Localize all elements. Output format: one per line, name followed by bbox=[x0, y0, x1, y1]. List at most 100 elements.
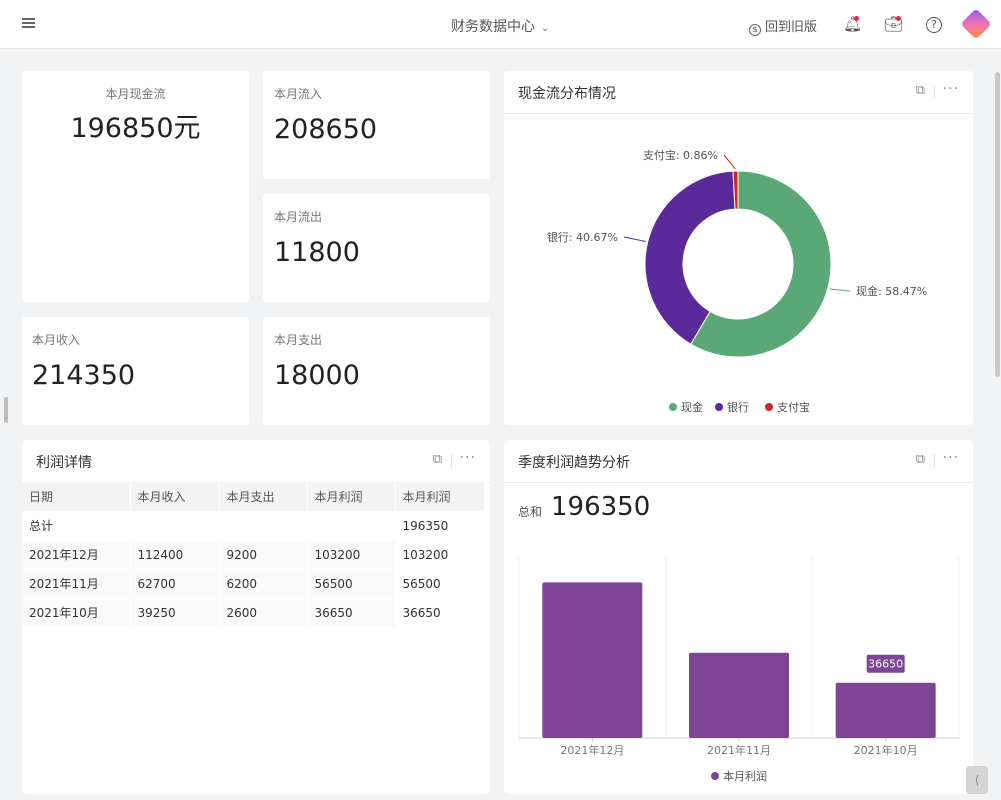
legend-label: 现金 bbox=[681, 400, 703, 414]
bar bbox=[542, 582, 643, 738]
app-title-dropdown[interactable]: 财务数据中心 ⌄ bbox=[451, 16, 549, 36]
divider bbox=[451, 454, 452, 468]
x-tick-label: 2021年11月 bbox=[707, 743, 771, 757]
cashflow-card: 本月现金流 196850元 bbox=[22, 71, 249, 302]
bar bbox=[835, 682, 936, 738]
cell: 62700 bbox=[130, 569, 220, 599]
card-title: 现金流分布情况 bbox=[518, 86, 616, 102]
top-bar: 财务数据中心 ⌄ $ 回到旧版 🔔︎ 💼︎ ? bbox=[0, 0, 1001, 49]
profit-table-card: 利润详情 ⧉ ··· 日期 本月收入 本月支出 本月利润 本月利润 总计 196… bbox=[22, 440, 490, 794]
cell: 2021年11月 bbox=[22, 569, 131, 599]
back-to-old-version-button[interactable]: $ 回到旧版 bbox=[749, 16, 817, 36]
donut-chart: 现金: 58.47% 现金 银行: 40.67% 银行 支付宝: 0.86% 支付宝 bbox=[547, 148, 927, 414]
x-tick-label: 2021年10月 bbox=[854, 743, 918, 757]
expense-label: 本月支出 bbox=[274, 333, 323, 347]
card-header: 利润详情 ⧉ ··· bbox=[22, 440, 490, 483]
outflow-label: 本月流出 bbox=[274, 210, 323, 224]
label-leader-line bbox=[623, 236, 646, 242]
total-value: 196350 bbox=[395, 511, 485, 541]
cell: 2021年10月 bbox=[22, 598, 131, 628]
legend-marker bbox=[669, 403, 677, 411]
cell: 36650 bbox=[395, 598, 485, 628]
cell: 39250 bbox=[130, 598, 220, 628]
income-value: 214350 bbox=[32, 360, 136, 391]
column-header[interactable]: 本月支出 bbox=[219, 482, 308, 512]
expense-value: 18000 bbox=[274, 360, 360, 391]
help-icon[interactable]: ? bbox=[926, 17, 942, 33]
x-tick-label: 2021年12月 bbox=[560, 743, 624, 757]
outflow-value: 11800 bbox=[274, 237, 360, 268]
inflow-value: 208650 bbox=[274, 114, 378, 145]
label-leader-line bbox=[723, 154, 736, 170]
slice-label: 支付宝: 0.86% bbox=[643, 148, 718, 162]
bar-chart: 2021年12月 2021年11月 2021年10月 36650 本月利润 bbox=[518, 557, 960, 783]
legend-marker bbox=[765, 403, 773, 411]
pie-slice bbox=[732, 170, 739, 210]
expand-icon[interactable]: ⧉ bbox=[915, 83, 925, 98]
tooltip-box bbox=[866, 654, 905, 673]
chevron-down-icon: ⌄ bbox=[541, 23, 550, 34]
expand-icon[interactable]: ⧉ bbox=[915, 452, 925, 467]
cell: 103200 bbox=[395, 540, 485, 570]
legend-label: 支付宝 bbox=[777, 400, 810, 414]
pie-slice bbox=[690, 170, 832, 358]
cashflow-label: 本月现金流 bbox=[105, 87, 166, 101]
column-header[interactable]: 本月收入 bbox=[130, 482, 220, 512]
slice-label: 银行: 40.67% bbox=[547, 230, 618, 244]
cell: 56500 bbox=[395, 569, 485, 599]
tooltip-value: 36650 bbox=[868, 658, 903, 671]
legend-label: 本月利润 bbox=[723, 769, 767, 783]
cell: 103200 bbox=[307, 540, 396, 570]
app-title: 财务数据中心 bbox=[451, 19, 535, 35]
app-logo[interactable] bbox=[960, 8, 992, 40]
table-row: 2021年12月 112400 9200 103200 103200 bbox=[22, 540, 485, 570]
menu-icon[interactable] bbox=[22, 18, 35, 28]
table-row: 2021年10月 39250 2600 36650 36650 bbox=[22, 598, 485, 628]
notification-dot bbox=[896, 16, 901, 21]
back-label: 回到旧版 bbox=[765, 20, 818, 35]
column-header[interactable]: 本月利润 bbox=[395, 482, 485, 512]
expense-card: 本月支出 18000 bbox=[263, 317, 490, 425]
divider bbox=[934, 454, 935, 468]
table-row-total: 总计 196350 bbox=[22, 511, 485, 541]
cell: 9200 bbox=[219, 540, 308, 570]
cell: 112400 bbox=[130, 540, 220, 570]
legend-marker bbox=[715, 403, 723, 411]
inflow-card: 本月流入 208650 bbox=[263, 71, 490, 179]
expand-icon[interactable]: ⧉ bbox=[432, 452, 442, 467]
label-leader-line bbox=[829, 288, 851, 292]
column-header[interactable]: 日期 bbox=[22, 482, 131, 512]
scrollbar[interactable] bbox=[995, 72, 1000, 377]
dollar-circle-icon: $ bbox=[749, 24, 761, 36]
table-header-row: 日期 本月收入 本月支出 本月利润 本月利润 bbox=[22, 482, 485, 512]
collapse-panel-button[interactable]: ⟨ bbox=[966, 766, 988, 794]
cell: 36650 bbox=[307, 598, 396, 628]
card-title: 利润详情 bbox=[36, 455, 92, 471]
income-card: 本月收入 214350 bbox=[22, 317, 249, 425]
pie-card: 现金流分布情况 ⧉ ··· 现金: 58.47% 现金 银行: 40.67% 银行 支付… bbox=[504, 71, 973, 425]
inflow-label: 本月流入 bbox=[274, 87, 323, 101]
left-scroll-handle[interactable] bbox=[4, 397, 8, 423]
bell-icon[interactable]: 🔔︎ bbox=[843, 15, 863, 33]
legend-marker bbox=[711, 772, 719, 780]
column-header[interactable]: 本月利润 bbox=[307, 482, 396, 512]
card-title: 季度利润趋势分析 bbox=[518, 455, 630, 471]
cell: 56500 bbox=[307, 569, 396, 599]
cell: 2600 bbox=[219, 598, 308, 628]
total-label: 总计 bbox=[22, 511, 396, 541]
profit-table: 日期 本月收入 本月支出 本月利润 本月利润 总计 196350 2021年12… bbox=[22, 482, 485, 628]
sum-value: 196350 bbox=[551, 492, 651, 522]
outflow-card: 本月流出 11800 bbox=[263, 194, 490, 302]
bar-card: 季度利润趋势分析 ⧉ ··· 总和 196350 2021年12月 2021年11… bbox=[504, 440, 973, 794]
card-header: 现金流分布情况 ⧉ ··· bbox=[504, 71, 973, 114]
notification-dot bbox=[854, 16, 859, 21]
more-icon[interactable]: ··· bbox=[942, 450, 959, 466]
more-icon[interactable]: ··· bbox=[942, 81, 959, 97]
income-label: 本月收入 bbox=[32, 333, 81, 347]
pie-slice bbox=[644, 170, 736, 345]
table-row: 2021年11月 62700 6200 56500 56500 bbox=[22, 569, 485, 599]
cell: 6200 bbox=[219, 569, 308, 599]
legend-label: 银行 bbox=[727, 400, 749, 414]
cell: 2021年12月 bbox=[22, 540, 131, 570]
more-icon[interactable]: ··· bbox=[459, 450, 476, 466]
